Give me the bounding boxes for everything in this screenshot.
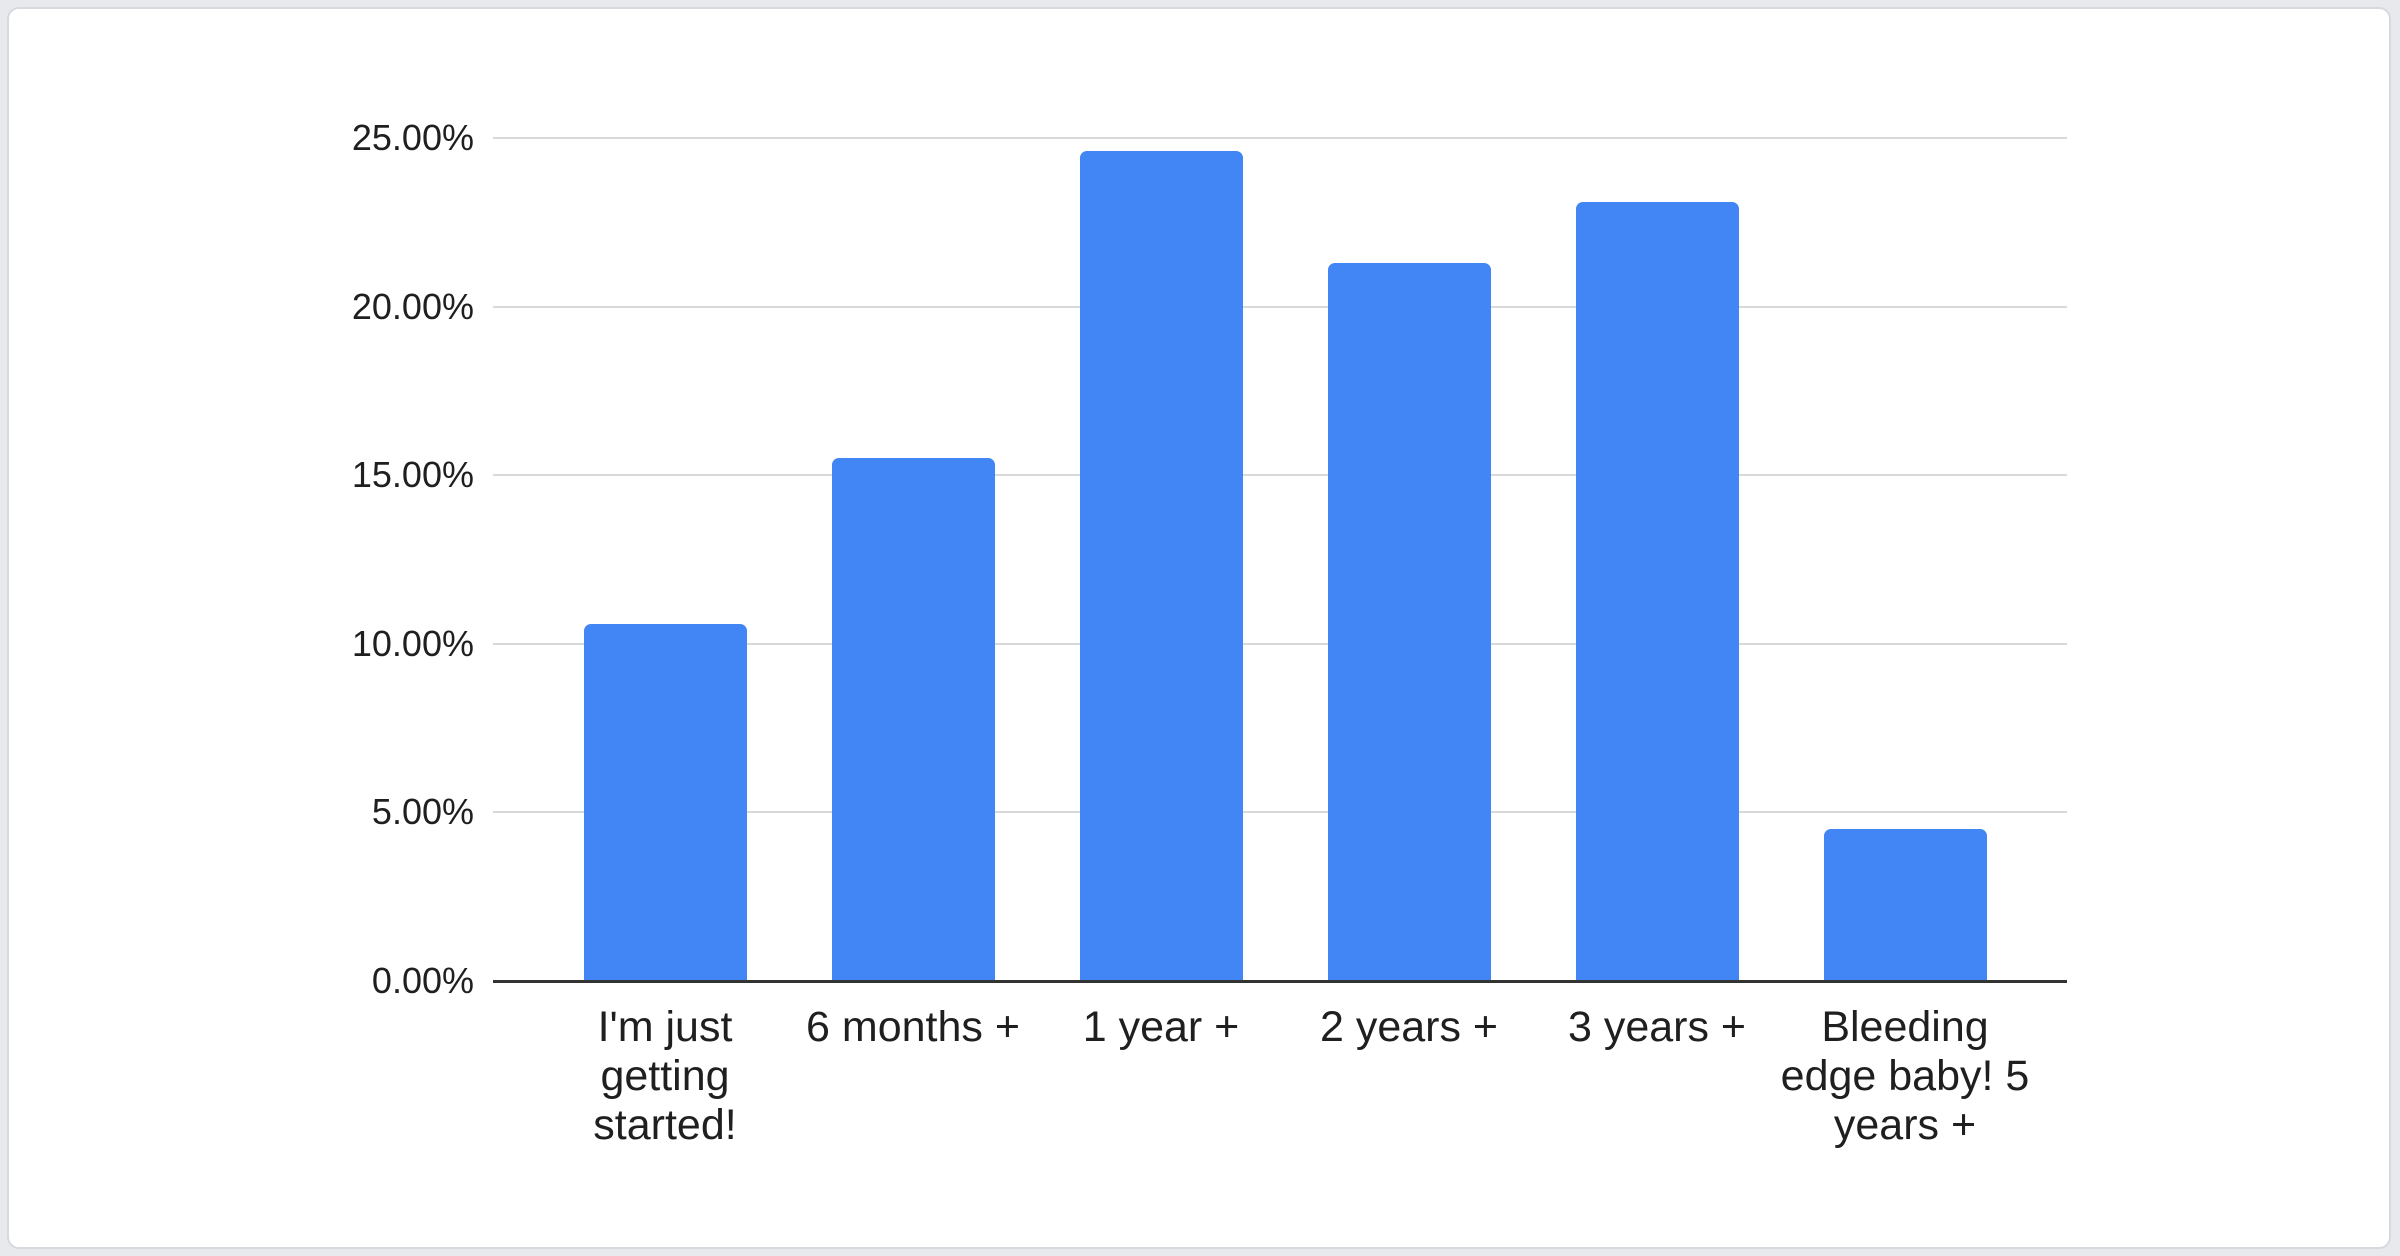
y-axis-tick-label: 20.00% (351, 285, 474, 327)
gridline (493, 642, 2067, 645)
y-axis-tick-label: 5.00% (371, 791, 474, 833)
gridline (493, 811, 2067, 814)
y-axis-tick-label: 0.00% (371, 960, 474, 1001)
y-axis-tick-label: 15.00% (351, 454, 474, 496)
x-axis-line (493, 980, 2067, 983)
y-axis-tick-label: 10.00% (351, 622, 474, 664)
y-axis-tick-label: 25.00% (351, 117, 474, 158)
gridline (493, 305, 2067, 308)
bar (1823, 829, 1987, 982)
x-axis-category-label: Bleeding edge baby! 5 years + (1780, 1003, 2030, 1149)
x-axis-category-label: 1 year + (1082, 1003, 1240, 1051)
x-axis-category-label: 6 months + (806, 1003, 1020, 1051)
x-axis-category-label: 3 years + (1567, 1003, 1747, 1051)
bar (831, 458, 995, 982)
gridline (493, 137, 2067, 139)
bar (1327, 262, 1491, 982)
x-axis-category-label: 2 years + (1319, 1003, 1499, 1051)
bar (1079, 151, 1243, 982)
bar (1575, 202, 1739, 982)
gridline (493, 474, 2067, 477)
bar (583, 623, 747, 982)
x-axis-category-label: I'm just getting started! (593, 1003, 737, 1149)
